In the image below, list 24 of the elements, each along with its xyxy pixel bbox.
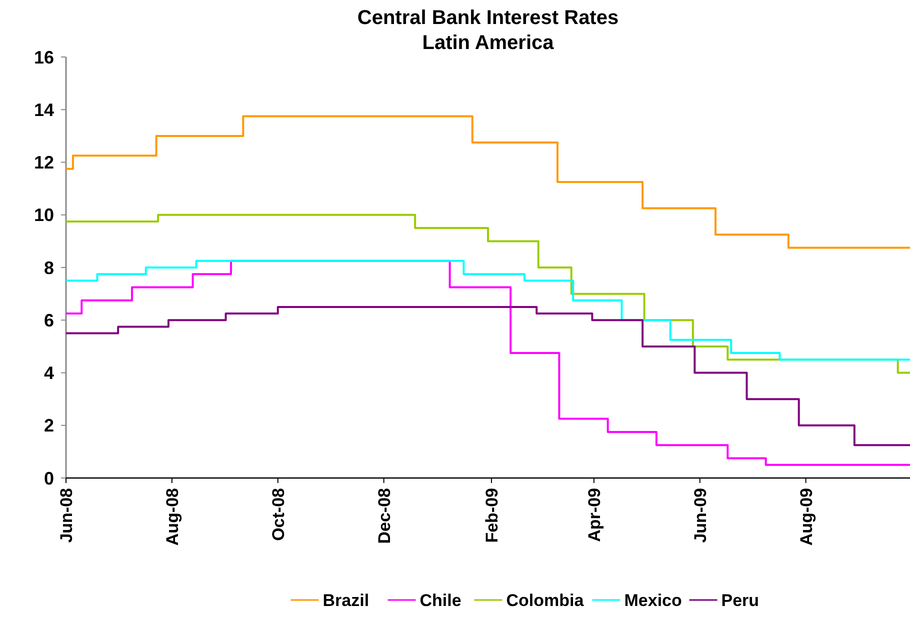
y-tick-label: 4 [44,363,54,384]
x-tick-label: Dec-08 [374,488,394,544]
x-tick-label: Jun-08 [56,488,76,543]
y-tick-label: 10 [34,205,54,226]
y-tick-label: 16 [34,47,54,68]
y-tick-label: 8 [44,258,54,278]
y-tick-label: 12 [34,152,54,173]
x-tick-label: Apr-09 [584,488,604,542]
legend-label: Colombia [506,590,584,610]
chart-title: Central Bank Interest Rates [357,7,619,29]
y-tick-label: 14 [34,100,54,120]
legend-label: Chile [420,590,462,610]
legend-label: Peru [721,590,760,610]
x-tick-label: Oct-08 [268,488,288,541]
legend-label: Mexico [624,590,682,610]
y-tick-label: 6 [44,310,54,330]
chart-subtitle: Latin America [422,32,555,54]
x-tick-label: Aug-09 [796,488,816,546]
x-tick-label: Feb-09 [482,488,502,543]
legend-label: Brazil [322,590,370,610]
x-tick-label: Jun-09 [690,488,710,543]
y-tick-label: 2 [44,416,54,436]
y-tick-label: 0 [44,468,54,488]
x-tick-label: Aug-08 [162,488,182,546]
